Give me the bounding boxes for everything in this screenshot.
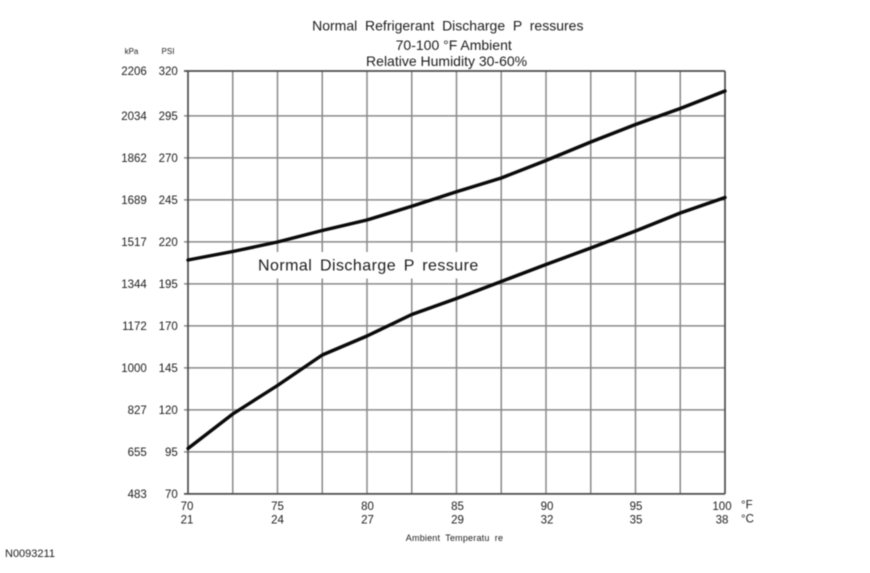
svg-text:32: 32 bbox=[541, 515, 554, 527]
svg-text:Ambient Temperatu re: Ambient Temperatu re bbox=[406, 533, 503, 543]
svg-text:1517: 1517 bbox=[121, 237, 147, 249]
svg-text:80: 80 bbox=[361, 501, 374, 513]
svg-text:N0093211: N0093211 bbox=[5, 548, 55, 560]
svg-text:1344: 1344 bbox=[121, 279, 147, 291]
svg-text:70: 70 bbox=[165, 489, 178, 501]
svg-text:1862: 1862 bbox=[121, 153, 147, 165]
svg-text:270: 270 bbox=[159, 153, 178, 165]
svg-text:483: 483 bbox=[128, 489, 147, 501]
svg-text:Normal Discharge P ressure: Normal Discharge P ressure bbox=[258, 258, 479, 275]
svg-text:2206: 2206 bbox=[121, 66, 147, 78]
svg-text:1172: 1172 bbox=[122, 321, 147, 333]
svg-text:75: 75 bbox=[271, 501, 284, 513]
svg-text:70-100 °F Ambient: 70-100 °F Ambient bbox=[396, 37, 512, 53]
svg-text:2034: 2034 bbox=[121, 111, 147, 123]
svg-text:38: 38 bbox=[716, 515, 729, 527]
svg-text:PSI: PSI bbox=[162, 47, 175, 56]
svg-text:°C: °C bbox=[741, 514, 754, 526]
svg-text:655: 655 bbox=[128, 447, 147, 459]
svg-text:Relative Humidity 30-60%: Relative Humidity 30-60% bbox=[366, 53, 527, 69]
svg-text:kPa: kPa bbox=[125, 47, 139, 56]
svg-text:100: 100 bbox=[712, 501, 731, 513]
svg-text:827: 827 bbox=[128, 405, 147, 417]
svg-text:145: 145 bbox=[159, 363, 178, 375]
svg-text:170: 170 bbox=[159, 321, 178, 333]
svg-text:27: 27 bbox=[361, 515, 374, 527]
svg-text:70: 70 bbox=[181, 501, 194, 513]
svg-text:Normal Refrigerant Discharge P: Normal Refrigerant Discharge P ressures bbox=[312, 18, 583, 34]
svg-text:90: 90 bbox=[541, 501, 554, 513]
svg-text:35: 35 bbox=[630, 515, 643, 527]
svg-text:85: 85 bbox=[451, 501, 464, 513]
svg-text:21: 21 bbox=[181, 515, 194, 527]
svg-text:°F: °F bbox=[741, 500, 753, 512]
svg-text:120: 120 bbox=[159, 405, 178, 417]
svg-text:95: 95 bbox=[165, 447, 178, 459]
svg-text:295: 295 bbox=[159, 111, 178, 123]
svg-text:320: 320 bbox=[159, 66, 178, 78]
svg-text:29: 29 bbox=[451, 515, 464, 527]
svg-text:1000: 1000 bbox=[121, 363, 147, 375]
svg-text:1689: 1689 bbox=[121, 195, 147, 207]
svg-text:195: 195 bbox=[159, 279, 178, 291]
svg-text:24: 24 bbox=[271, 515, 284, 527]
svg-text:220: 220 bbox=[159, 237, 178, 249]
svg-text:95: 95 bbox=[630, 501, 643, 513]
svg-text:245: 245 bbox=[159, 195, 178, 207]
